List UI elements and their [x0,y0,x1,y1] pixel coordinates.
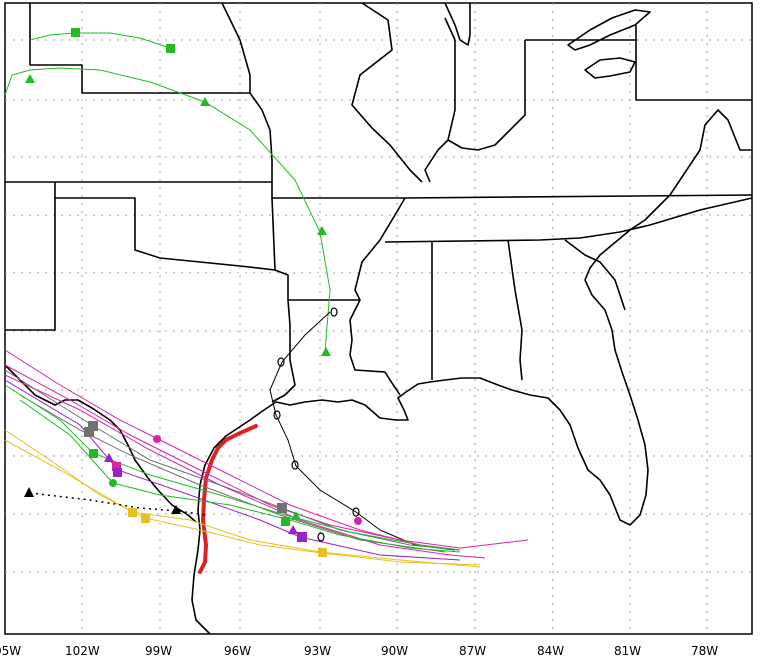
hurricane-marker-icon [273,410,281,420]
lon-label: 99W [145,644,172,658]
triangle-marker-icon [25,74,35,83]
hurricane-marker-icon [352,507,360,517]
triangle-marker-icon [200,97,210,106]
square-marker-icon [281,517,290,526]
square-marker-icon [71,28,80,37]
triangle-marker-icon [288,525,298,534]
hurricane-marker-icon [291,460,299,470]
longitude-labels: 05W 102W 99W 96W 93W 90W 87W 84W 81W 78W [0,644,718,658]
square-marker-icon [89,449,98,458]
lon-label: 102W [65,644,100,658]
square-marker-icon [128,508,137,517]
lon-label: 78W [691,644,718,658]
lon-label: 93W [304,644,331,658]
forecast-tracks [4,32,529,568]
forecast-markers [24,28,362,557]
lon-label: 84W [537,644,564,658]
lon-label: 81W [614,644,641,658]
hurricane-marker-icon [317,532,325,542]
circle-marker-icon [153,435,161,443]
hurricane-marker-icon [330,307,338,317]
map-frame [4,2,753,635]
triangle-marker-icon [317,226,327,235]
triangle-marker-icon [291,511,301,520]
lon-label: 05W [0,644,21,658]
square-marker-icon [141,514,150,523]
square-marker-icon [166,44,175,53]
lon-label: 90W [381,644,408,658]
triangle-marker-icon [24,487,34,497]
lat-lon-grid [5,3,752,634]
circle-marker-icon [354,517,362,525]
circle-marker-icon [109,479,117,487]
square-marker-icon [318,548,327,557]
hurricane-marker-icon [277,357,285,367]
triangle-marker-icon [171,505,181,514]
coastline [191,109,752,635]
triangle-marker-icon [104,453,114,462]
lon-label: 87W [459,644,486,658]
boundaries [4,2,753,523]
square-marker-icon [112,462,121,471]
square-marker-icon [84,427,94,437]
square-marker-icon [277,503,287,513]
square-marker-icon [113,468,122,477]
square-marker-icon [297,532,307,542]
square-marker-icon [88,421,98,431]
triangle-marker-icon [321,347,331,356]
lon-label: 96W [224,644,251,658]
